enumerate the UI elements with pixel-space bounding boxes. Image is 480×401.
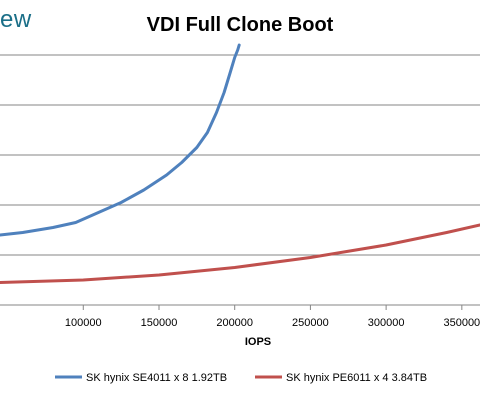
x-tick-label: 300000 bbox=[368, 317, 405, 329]
chart-title: VDI Full Clone Boot bbox=[146, 14, 334, 36]
legend-label: SK hynix SE4011 x 8 1.92TB bbox=[86, 372, 227, 384]
series-line-2 bbox=[0, 223, 480, 284]
x-tick-label: 250000 bbox=[292, 317, 329, 329]
x-tick-label: 200000 bbox=[216, 317, 253, 329]
x-axis-title: IOPS bbox=[245, 336, 271, 348]
x-axis: 100000 150000 200000 250000 300000 350000 bbox=[0, 304, 480, 329]
x-tick-label: 350000 bbox=[443, 317, 480, 329]
x-tick-label: 100000 bbox=[65, 317, 102, 329]
gridlines bbox=[0, 54, 480, 256]
series-line-1 bbox=[0, 43, 241, 237]
legend-label: SK hynix PE6011 x 4 3.84TB bbox=[286, 372, 427, 384]
series-lines bbox=[0, 43, 480, 284]
logo-text-fragment: ew bbox=[0, 6, 32, 33]
x-tick-label: 150000 bbox=[141, 317, 178, 329]
legend: SK hynix SE4011 x 8 1.92TB SK hynix PE601… bbox=[55, 372, 427, 384]
